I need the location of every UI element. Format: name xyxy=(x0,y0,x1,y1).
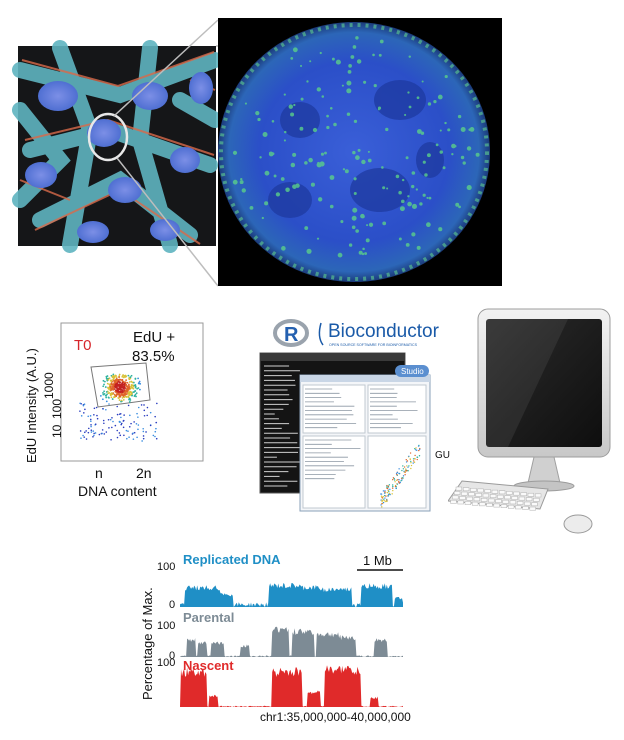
flow-cytometry-plot: T0 EdU + 83.5% EdU Intensity (A.U.) 1000… xyxy=(18,315,248,515)
software-collage-svg: R Bioconductor OPEN SOURCE SOFTWARE FOR … xyxy=(259,319,453,512)
rstudio-badge: Studio xyxy=(401,367,424,376)
r-logo-letter: R xyxy=(284,324,299,346)
flow-plot-svg: T0 EdU + 83.5% EdU Intensity (A.U.) 1000… xyxy=(24,322,204,499)
scale-bar-label: 1 Mb xyxy=(363,553,392,568)
flow-ytick-100: 100 xyxy=(50,399,64,419)
flow-gate-polygon xyxy=(90,362,151,408)
cell-images xyxy=(12,18,502,287)
desktop-computer-icon xyxy=(447,305,618,540)
flow-xtick-2n: 2n xyxy=(136,465,152,481)
cell-culture-image xyxy=(12,40,223,253)
flow-gate-label: EdU + xyxy=(133,329,175,346)
magnify-circle-icon xyxy=(87,112,129,162)
track-nascent-ymax: 100 xyxy=(157,657,175,669)
cell-micrograph-panel xyxy=(0,0,624,290)
zoomed-nucleus-image xyxy=(218,18,502,286)
track-replicated-ymax: 100 xyxy=(157,561,175,573)
flow-xlabel: DNA content xyxy=(78,483,157,499)
genome-tracks-svg: Percentage of Max. 1 Mb Replicated DNA 1… xyxy=(140,552,411,724)
rstudio-window: Studio xyxy=(299,365,431,512)
flow-ylabel: EdU Intensity (A.U.) xyxy=(24,348,39,463)
bioconductor-name: Bioconductor xyxy=(328,321,440,342)
track-parental-area xyxy=(180,626,403,657)
flow-xtick-n: n xyxy=(95,465,103,481)
genomic-coordinates: chr1:35,000,000-40,000,000 xyxy=(260,710,411,724)
zoom-connector-lines xyxy=(113,19,219,287)
flow-ytick-1000: 1000 xyxy=(42,372,56,399)
tracks-ylabel: Percentage of Max. xyxy=(140,587,155,700)
genome-tracks-panel: Percentage of Max. 1 Mb Replicated DNA 1… xyxy=(135,545,425,730)
monitor-screen xyxy=(486,319,602,447)
bioconductor-tagline: OPEN SOURCE SOFTWARE FOR BIOINFORMATICS xyxy=(329,343,418,347)
track-parental-name: Parental xyxy=(183,610,234,625)
flow-ytick-10: 10 xyxy=(50,424,64,438)
track-nascent-area xyxy=(180,665,403,707)
track-replicated-area xyxy=(180,583,403,607)
computer-svg xyxy=(447,308,611,534)
monitor-stand xyxy=(527,456,561,484)
flow-scatter-points xyxy=(79,373,158,442)
track-replicated-ymin: 0 xyxy=(169,599,175,611)
track-nascent-name: Nascent xyxy=(183,658,234,673)
flow-panel-label: T0 xyxy=(74,337,92,354)
track-parental-ymax: 100 xyxy=(157,620,175,632)
r-logo: R xyxy=(273,319,309,347)
track-replicated-name: Replicated DNA xyxy=(183,552,281,567)
keyboard-icon xyxy=(447,480,549,511)
mouse-icon xyxy=(563,514,593,534)
software-collage: R Bioconductor OPEN SOURCE SOFTWARE FOR … xyxy=(255,313,453,518)
bioconductor-logo: Bioconductor OPEN SOURCE SOFTWARE FOR BI… xyxy=(318,321,440,347)
flow-gate-percent: 83.5% xyxy=(132,348,175,365)
gui-label: GUI xyxy=(435,450,450,461)
track-parental-ymin: 0 xyxy=(169,650,175,662)
